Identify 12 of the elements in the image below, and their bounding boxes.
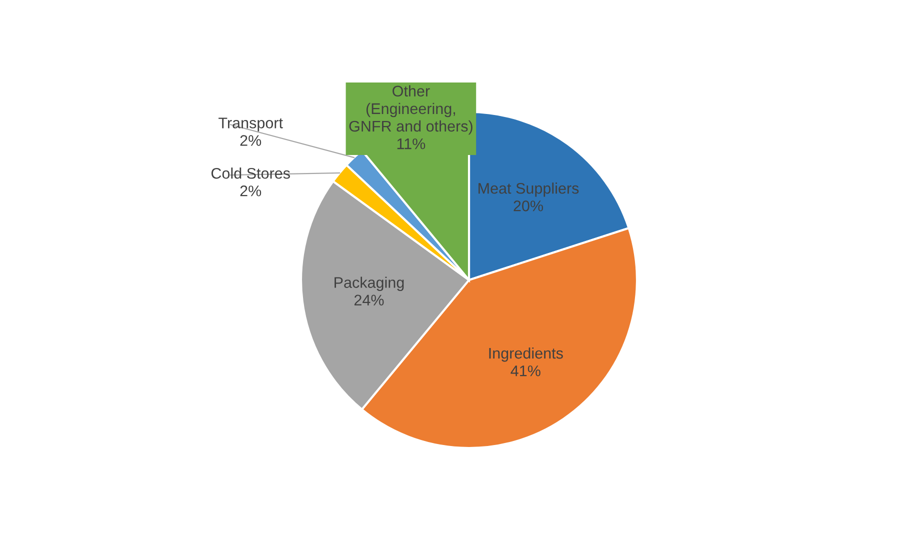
data-label: 24% bbox=[354, 294, 384, 306]
data-label: 2% bbox=[240, 135, 262, 146]
slice-label: Packaging bbox=[334, 276, 404, 291]
slice-label: Other (Engineering, GNFR and others) bbox=[349, 85, 472, 135]
slice-label: Meat Suppliers bbox=[478, 182, 579, 197]
slice-label: Cold Stores bbox=[211, 168, 290, 179]
slice-label: Ingredients bbox=[489, 347, 563, 362]
slice-label: Transport bbox=[218, 118, 283, 132]
data-label: 20% bbox=[514, 200, 543, 212]
data-label: 2% bbox=[240, 186, 262, 196]
data-label: 11% bbox=[397, 138, 426, 150]
data-label: 41% bbox=[510, 366, 540, 376]
